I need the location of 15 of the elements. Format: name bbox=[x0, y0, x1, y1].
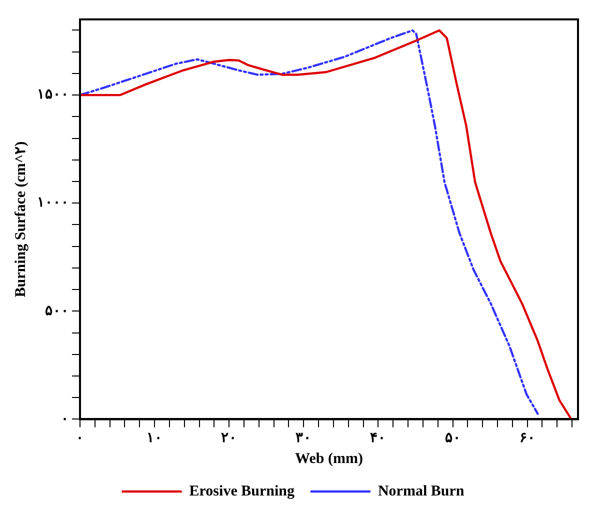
x-tick-label: ۴۰ bbox=[370, 431, 386, 446]
legend-label: Normal Burn bbox=[378, 483, 465, 500]
x-tick-label: ۲۰ bbox=[221, 431, 238, 446]
y-tick-label: ۵۰۰ bbox=[45, 304, 69, 319]
x-tick-label: ۰ bbox=[76, 431, 84, 446]
x-tick-label: ۵۰ bbox=[444, 431, 461, 446]
y-tick-label: ۱۵۰۰ bbox=[37, 88, 69, 103]
y-axis-title: Burning Surface (cm^۲) bbox=[12, 141, 29, 298]
y-tick-label: ۰ bbox=[61, 412, 69, 427]
legend-label: Erosive Burning bbox=[189, 483, 295, 500]
x-axis-title: Web (mm) bbox=[295, 450, 363, 467]
x-tick-label: ۶۰ bbox=[519, 431, 536, 446]
x-tick-label: ۳۰ bbox=[296, 431, 312, 446]
x-tick-label: ۱۰ bbox=[146, 431, 163, 446]
y-tick-label: ۱۰۰۰ bbox=[37, 196, 69, 211]
